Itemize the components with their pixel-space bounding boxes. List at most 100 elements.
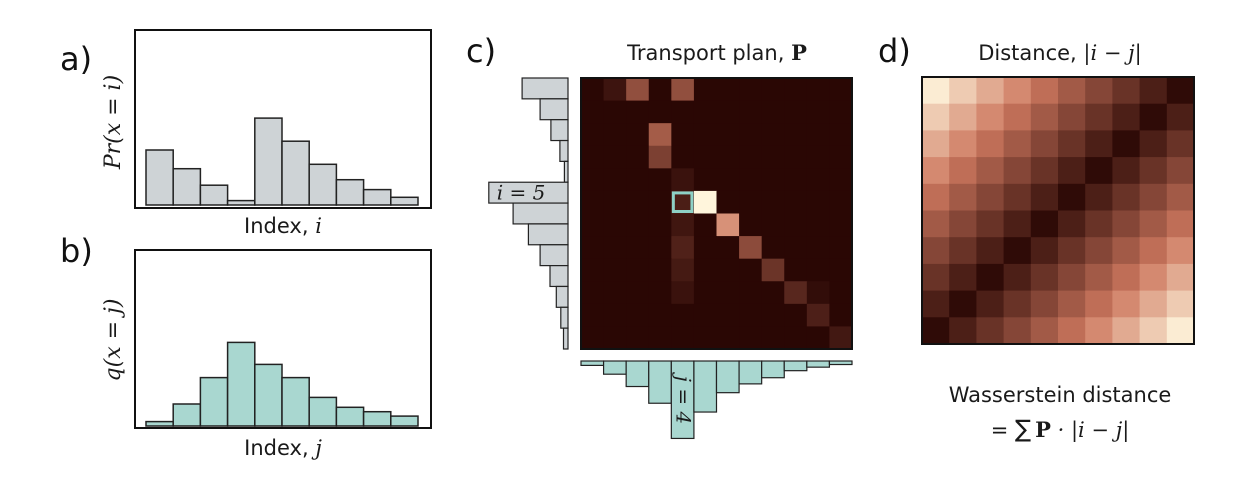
distance-cell-7-3 xyxy=(1003,263,1032,292)
distance-cell-6-0 xyxy=(922,237,950,265)
plan-cell-7-10 xyxy=(806,236,830,260)
distance-cell-5-0 xyxy=(922,210,950,238)
row-marginal-bar-10 xyxy=(549,265,569,288)
distance-cell-8-8 xyxy=(1139,290,1168,318)
highlight-cell xyxy=(671,191,694,214)
plan-cell-5-1 xyxy=(603,190,627,214)
plan-cell-1-7 xyxy=(739,100,763,124)
distance-cell-3-9 xyxy=(1166,157,1195,185)
plan-cell-2-10 xyxy=(806,123,830,147)
panel-b-xlabel-text: Index, xyxy=(244,436,315,460)
plan-cell-0-0 xyxy=(581,78,605,102)
plan-cell-10-1 xyxy=(603,303,627,327)
plan-cell-3-8 xyxy=(761,145,785,169)
plan-cell-9-9 xyxy=(784,281,808,305)
column-marginal-bar-2 xyxy=(602,360,627,375)
caption-bold: P xyxy=(1035,417,1051,442)
panel-a-frame xyxy=(134,29,432,209)
plan-cell-11-3 xyxy=(648,326,672,350)
distance-cell-9-5 xyxy=(1058,317,1086,345)
column-marginal-bar-8 xyxy=(738,360,763,385)
distance-cell-7-8 xyxy=(1139,263,1168,292)
plan-cell-11-1 xyxy=(603,326,627,350)
distance-cell-4-6 xyxy=(1085,183,1113,211)
plan-cell-5-6 xyxy=(716,190,740,214)
panel-c-label: c) xyxy=(466,32,496,70)
distance-cell-6-6 xyxy=(1085,237,1113,265)
hist-a-bar-10 xyxy=(390,196,419,206)
plan-cell-8-4 xyxy=(671,258,695,282)
plan-cell-7-0 xyxy=(581,236,605,260)
distance-cell-3-7 xyxy=(1112,157,1141,185)
plan-cell-9-8 xyxy=(761,281,785,305)
plan-cell-2-6 xyxy=(716,123,740,147)
hist-a-bar-6 xyxy=(281,140,310,206)
row-marginal-bar-2 xyxy=(539,98,569,121)
distance-cell-8-7 xyxy=(1112,290,1141,318)
row-marginal-bar-1 xyxy=(521,77,569,100)
hist-b-bar-1 xyxy=(145,420,174,427)
plan-cell-1-9 xyxy=(784,100,808,124)
distance-cell-6-1 xyxy=(949,237,977,265)
panel-d-title-text: Distance, xyxy=(978,41,1083,65)
distance-cell-0-0 xyxy=(922,77,950,105)
distance-cell-1-3 xyxy=(1003,103,1032,131)
distance-cell-7-7 xyxy=(1112,263,1141,292)
distance-cell-5-2 xyxy=(976,210,1005,238)
distance-cell-9-3 xyxy=(1003,317,1032,345)
distance-cell-6-8 xyxy=(1139,237,1168,265)
distance-cell-4-9 xyxy=(1166,183,1195,211)
column-label-j4: j = 4 xyxy=(672,372,696,424)
plan-cell-0-10 xyxy=(806,78,830,102)
hist-a-bar-4 xyxy=(226,199,256,206)
plan-cell-11-4 xyxy=(671,326,695,350)
plan-cell-2-5 xyxy=(693,123,717,147)
hist-b-bar-6 xyxy=(281,376,310,427)
plan-cell-2-8 xyxy=(761,123,785,147)
plan-cell-6-10 xyxy=(806,213,830,237)
plan-cell-8-10 xyxy=(806,258,830,282)
column-marginal-bar-9 xyxy=(761,360,785,379)
row-marginal-bar-11 xyxy=(555,285,569,308)
plan-cell-10-4 xyxy=(671,303,695,327)
plan-cell-11-2 xyxy=(626,326,650,350)
panel-b-frame xyxy=(134,249,432,429)
plan-cell-11-11 xyxy=(829,326,853,350)
distance-cell-4-0 xyxy=(922,183,950,211)
plan-cell-9-10 xyxy=(806,281,830,305)
plan-cell-6-6 xyxy=(716,213,740,237)
distance-cell-7-0 xyxy=(922,263,950,292)
plan-cell-1-4 xyxy=(671,100,695,124)
plan-cell-5-2 xyxy=(626,190,650,214)
distance-cell-7-1 xyxy=(949,263,977,292)
distance-cell-9-4 xyxy=(1030,317,1059,345)
caption-sum: ∑ xyxy=(1015,415,1031,443)
plan-cell-7-7 xyxy=(739,236,763,260)
panel-a-ylabel: Pr(x = i) xyxy=(101,75,126,170)
distance-cell-3-8 xyxy=(1139,157,1168,185)
panel-b-label: b) xyxy=(60,232,93,270)
hist-a-bar-8 xyxy=(335,178,365,206)
plan-cell-1-2 xyxy=(626,100,650,124)
plan-cell-0-9 xyxy=(784,78,808,102)
distance-cell-7-5 xyxy=(1058,263,1086,292)
panel-b-ylabel: q(x = j) xyxy=(101,299,126,382)
plan-cell-9-4 xyxy=(671,281,695,305)
distance-cell-0-9 xyxy=(1166,77,1195,105)
plan-cell-4-2 xyxy=(626,168,650,192)
distance-cell-1-5 xyxy=(1058,103,1086,131)
distance-cell-1-7 xyxy=(1112,103,1141,131)
plan-cell-9-7 xyxy=(739,281,763,305)
distance-cell-6-9 xyxy=(1166,237,1195,265)
distance-cell-7-4 xyxy=(1030,263,1059,292)
plan-cell-7-5 xyxy=(693,236,717,260)
distance-cell-2-9 xyxy=(1166,130,1195,158)
hist-a-bar-5 xyxy=(254,117,283,206)
distance-cell-3-4 xyxy=(1030,157,1059,185)
plan-cell-4-5 xyxy=(693,168,717,192)
hist-b-bar-10 xyxy=(390,415,419,427)
distance-cell-7-2 xyxy=(976,263,1005,292)
distance-cell-9-1 xyxy=(949,317,977,345)
plan-cell-0-7 xyxy=(739,78,763,102)
row-marginal-bar-7 xyxy=(512,202,569,225)
